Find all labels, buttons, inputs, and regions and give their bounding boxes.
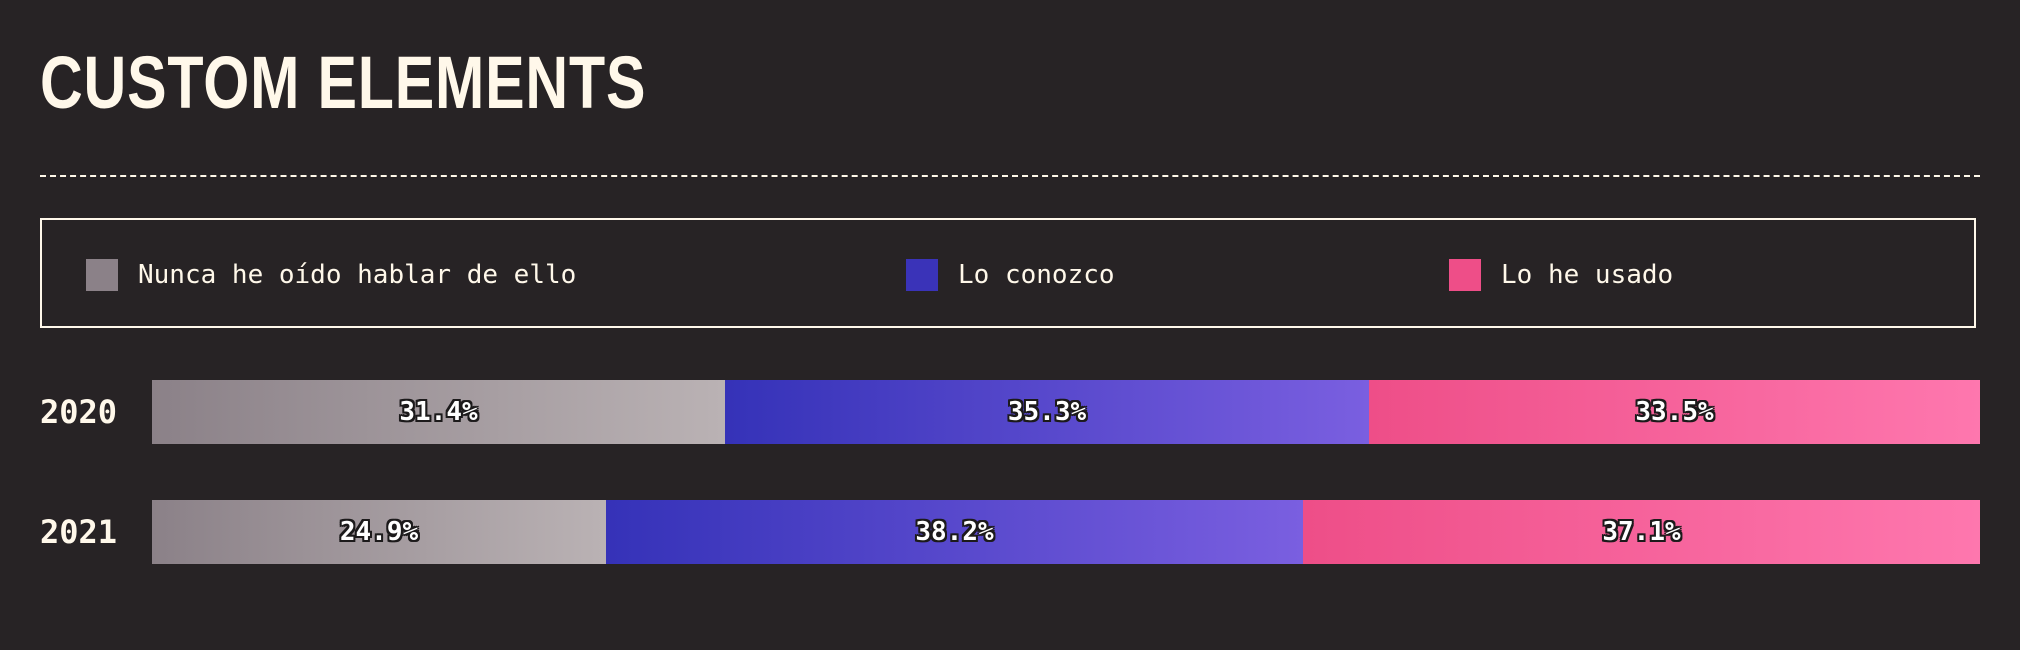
data-label-2021-never-heard: 24.9% xyxy=(339,517,419,547)
bar-2021: 24.9% 38.2% 37.1% xyxy=(152,500,1980,564)
data-label-2020-aware: 35.3% xyxy=(1007,397,1087,427)
legend-label-aware: Lo conozco xyxy=(958,260,1115,290)
data-label-2020-used: 33.5% xyxy=(1635,397,1714,427)
legend-item-used: Lo he usado xyxy=(1449,259,1673,291)
row-label-2020: 2020 xyxy=(40,393,118,431)
legend: Nunca he oído hablar de ello Lo conozco … xyxy=(40,218,1976,328)
title-divider xyxy=(40,175,1980,177)
legend-label-never-heard: Nunca he oído hablar de ello xyxy=(138,260,577,290)
row-label-2021: 2021 xyxy=(40,513,118,551)
data-label-2021-aware: 38.2% xyxy=(915,517,994,547)
legend-swatch-never-heard xyxy=(86,259,118,291)
bar-segment-2020-used: 33.5% xyxy=(1369,380,1980,444)
legend-label-used: Lo he usado xyxy=(1501,260,1674,290)
bar-segment-2020-never-heard: 31.4% xyxy=(152,380,725,444)
data-label-2021-used: 37.1% xyxy=(1602,517,1681,547)
bar-segment-2021-never-heard: 24.9% xyxy=(152,500,606,564)
data-label-2020-never-heard: 31.4% xyxy=(399,397,478,427)
legend-swatch-used xyxy=(1449,259,1481,291)
bar-segment-2021-used: 37.1% xyxy=(1303,500,1980,564)
bar-segment-2020-aware: 35.3% xyxy=(725,380,1369,444)
legend-swatch-aware xyxy=(906,259,938,291)
chart-title: CUSTOM ELEMENTS xyxy=(40,41,647,124)
legend-item-aware: Lo conozco xyxy=(906,259,1115,291)
bar-segment-2021-aware: 38.2% xyxy=(606,500,1303,564)
bar-2020: 31.4% 35.3% 33.5% xyxy=(152,380,1980,444)
legend-item-never-heard: Nunca he oído hablar de ello xyxy=(86,259,576,291)
